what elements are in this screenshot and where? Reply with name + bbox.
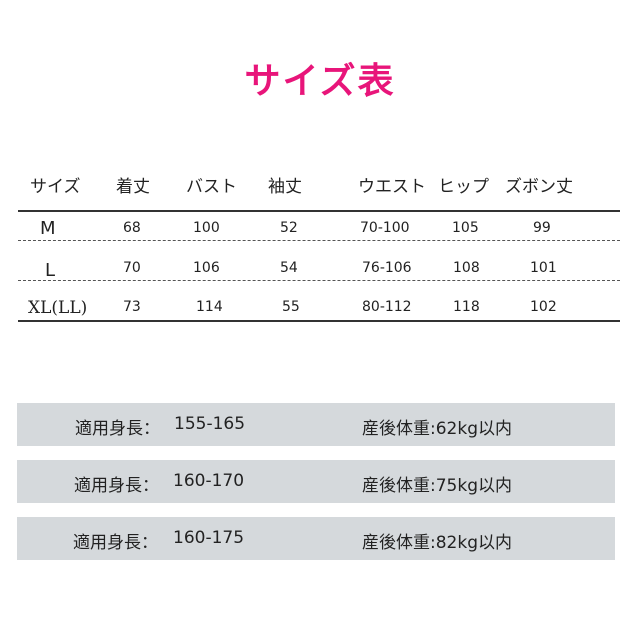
page-title: サイズ表 [244,61,396,102]
cell: 101 [530,260,557,276]
cell: 76-106 [362,260,412,276]
cell: 106 [193,260,220,276]
row-divider [18,280,620,281]
cell: 118 [453,299,480,315]
header-size: サイズ [30,177,81,197]
cell: 70 [123,260,141,276]
cell-size: L [45,260,56,281]
cell: 105 [452,220,479,236]
cell: 108 [453,260,480,276]
weight-limit: 産後体重:62kg以内 [362,419,512,439]
table-bottom-line [18,320,620,322]
height-label: 適用身長： [75,419,160,439]
weight-limit: 産後体重:75kg以内 [362,476,512,496]
height-range: 155-165 [174,414,246,434]
height-label: 適用身長： [74,476,159,496]
header-waist: ウエスト [358,177,426,197]
height-label: 適用身長： [73,533,158,553]
cell: 114 [196,299,223,315]
cell: 99 [533,220,551,236]
fit-box: 適用身長： 160-170 産後体重:75kg以内 [17,460,615,503]
fit-box: 適用身長： 160-175 産後体重:82kg以内 [17,517,615,560]
cell: 54 [280,260,298,276]
cell: 68 [123,220,141,236]
cell: 100 [193,220,220,236]
cell: 70-100 [360,220,410,236]
header-pants-length: ズボン丈 [505,177,573,197]
cell: 73 [123,299,141,315]
weight-limit: 産後体重:82kg以内 [362,533,512,553]
header-hip: ヒップ [438,177,489,197]
cell-size: M [40,218,56,239]
header-bust: バスト [186,177,237,197]
cell: 55 [282,299,300,315]
cell: 52 [280,220,298,236]
cell-size: XL(LL) [28,298,88,318]
header-sleeve: 袖丈 [268,177,302,197]
fit-box: 適用身長： 155-165 産後体重:62kg以内 [17,403,615,446]
header-length: 着丈 [116,177,150,197]
header-divider [18,210,620,212]
cell: 80-112 [362,299,412,315]
height-range: 160-170 [173,471,245,491]
cell: 102 [530,299,557,315]
row-divider [18,240,620,241]
height-range: 160-175 [173,528,245,548]
